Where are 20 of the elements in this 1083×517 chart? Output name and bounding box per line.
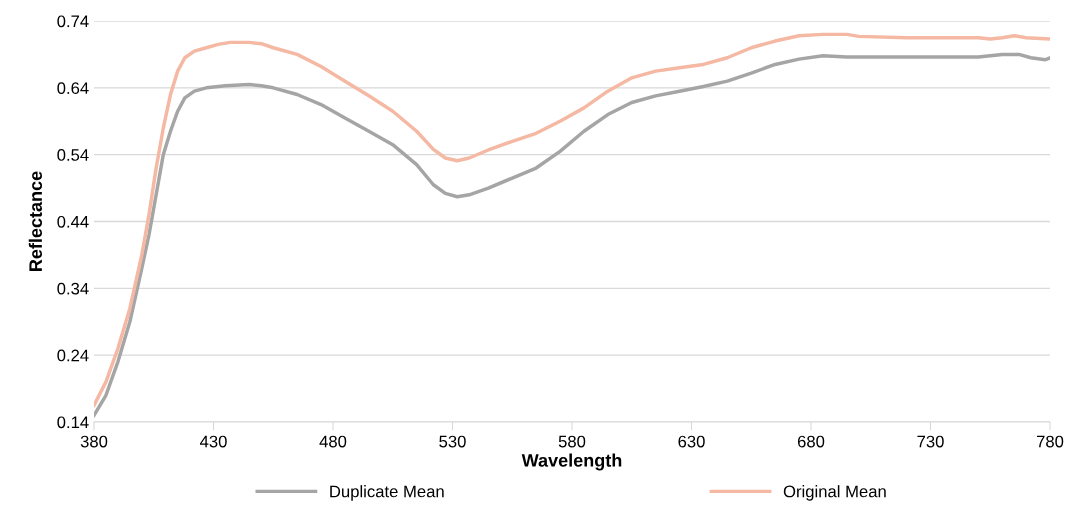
y-tick-label: 0.34 [57, 282, 89, 295]
x-tick-label: 680 [797, 435, 825, 448]
y-tick-label: 0.74 [57, 15, 89, 28]
legend-label: Original Mean [783, 485, 886, 501]
y-tick-label: 0.24 [57, 349, 89, 362]
x-tick-label: 380 [80, 435, 108, 448]
x-tick-label: 530 [439, 435, 466, 448]
y-tick-label: 0.64 [57, 82, 89, 95]
x-tick-label: 630 [678, 435, 705, 448]
legend-label: Duplicate Mean [330, 485, 444, 501]
y-tick-label: 0.54 [57, 149, 89, 161]
x-tick-label: 730 [917, 435, 944, 448]
y-tick-label: 0.44 [57, 215, 89, 228]
x-tick-label: 480 [319, 435, 347, 448]
x-tick-label: 580 [558, 435, 586, 448]
x-tick-label: 430 [199, 435, 227, 448]
x-axis-title: Wavelength [521, 453, 622, 471]
y-axis-title: Reflectance [28, 171, 43, 271]
x-tick-label: 780 [1036, 435, 1064, 448]
y-tick-label: 0.14 [57, 416, 89, 429]
